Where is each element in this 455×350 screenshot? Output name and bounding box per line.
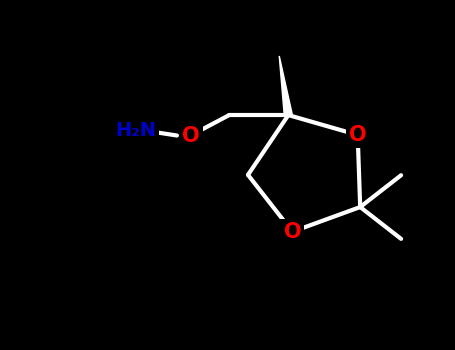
Text: O: O	[349, 125, 366, 145]
Text: O: O	[182, 126, 199, 146]
Text: H₂N: H₂N	[116, 121, 157, 140]
Polygon shape	[279, 56, 293, 115]
Text: O: O	[283, 222, 301, 242]
